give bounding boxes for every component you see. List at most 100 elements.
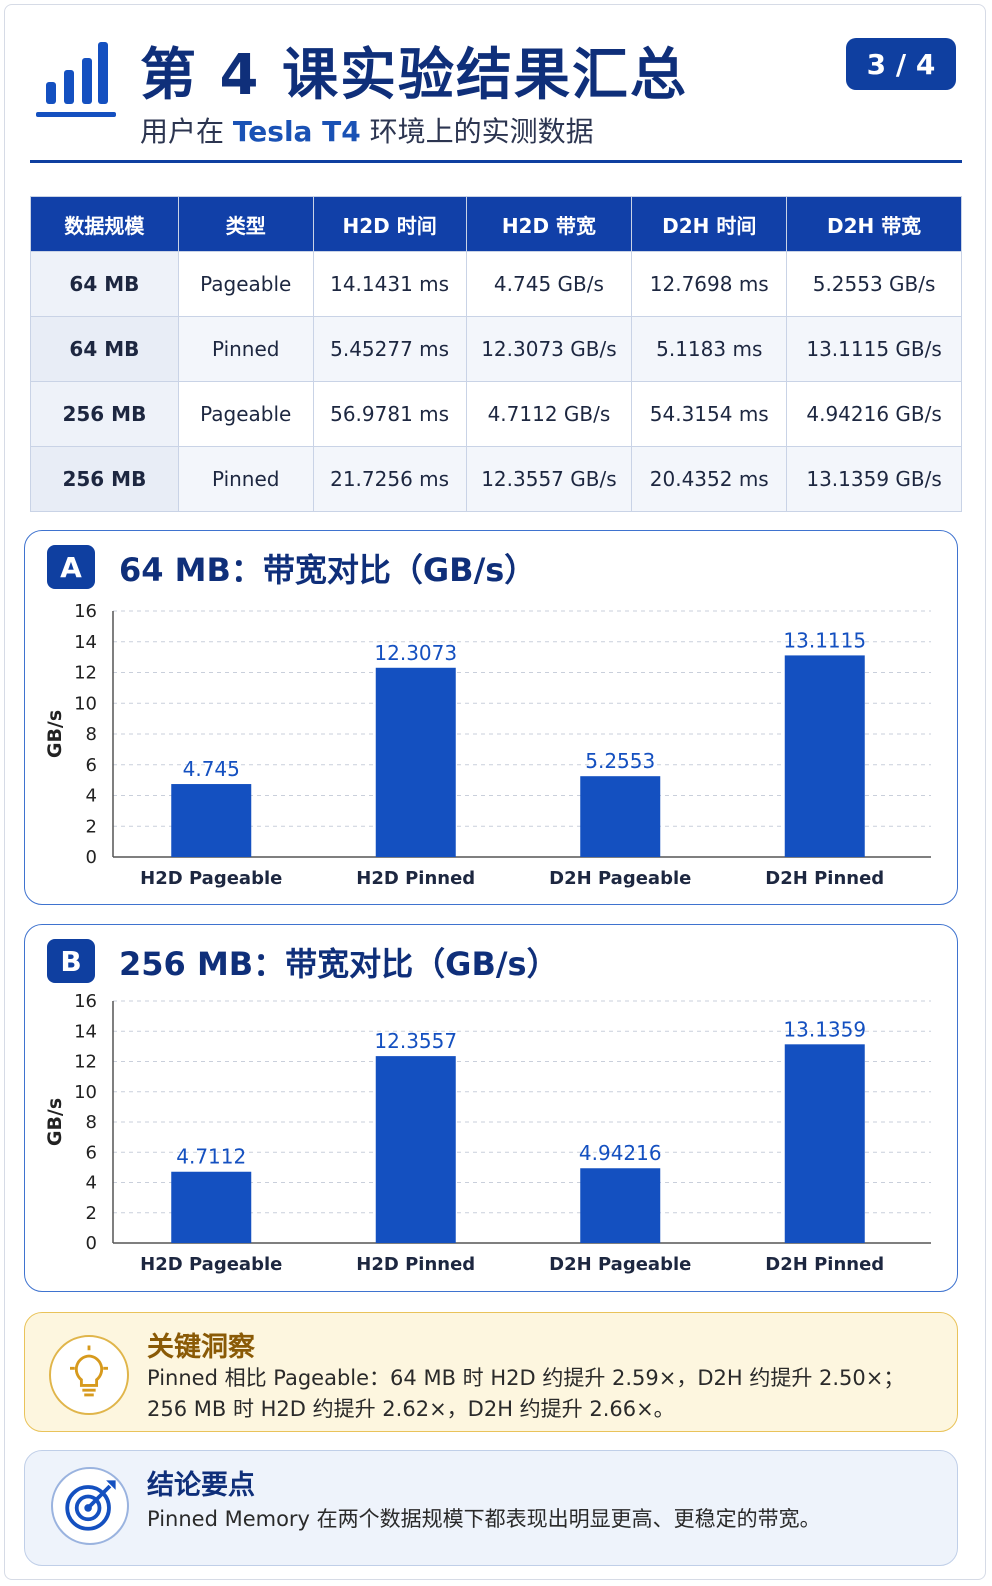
bar [580,776,661,857]
data-label: 4.745 [183,757,240,781]
x-tick-label: D2H Pinned [765,868,884,889]
table-cell: 54.3154 ms [631,381,788,447]
table-row: 64 MB Pinned 5.45277 ms 12.3073 GB/s 5.1… [30,316,962,382]
page-frame [4,4,986,1580]
chart-badge: A [47,545,95,589]
bar [784,1044,865,1243]
table-cell: 256 MB [30,381,179,447]
y-tick-label: 16 [74,991,97,1012]
bar-chart-64mb: 0 2 4 6 8 10 12 14 16 GB/s 4.745 H2D Pageable 12.307… [44,601,931,889]
y-axis-label: GB/s [44,1098,66,1146]
y-tick-label: 8 [86,1112,97,1133]
bar-chart-icon [36,42,116,117]
chart-title: 256 MB：带宽对比（GB/s） [119,945,559,983]
bar [784,655,865,857]
table-cell: 4.745 GB/s [465,251,633,317]
data-label: 13.1359 [783,1017,866,1041]
chart-title: 64 MB：带宽对比（GB/s） [119,551,537,589]
table-cell: 12.3073 GB/s [465,316,633,382]
table-cell: 14.1431 ms [312,251,467,317]
table-cell: Pageable [177,381,314,447]
table-row: 256 MB Pageable 56.9781 ms 4.7112 GB/s 5… [30,381,962,447]
data-label: 12.3073 [374,641,457,665]
conclusion-text: Pinned Memory 在两个数据规模下都表现出明显更高、更稳定的带宽。 [147,1507,821,1531]
insight-line: Pinned 相比 Pageable：64 MB 时 H2D 约提升 2.59×… [147,1366,905,1390]
y-axis-label: GB/s [44,710,66,758]
subtitle-highlight: Tesla T4 [232,115,361,148]
table-cell: 12.3557 GB/s [465,446,633,512]
table-cell: 20.4352 ms [631,446,788,512]
table-cell: 64 MB [30,316,179,382]
header: 第 4 课实验结果汇总 用户在 Tesla T4 环境上的实测数据 3 / 4 [30,24,962,166]
subtitle-prefix: 用户在 [140,115,233,148]
table-cell: 256 MB [30,446,179,512]
results-table: 数据规模 类型 H2D 时间 H2D 带宽 D2H 时间 D2H 带宽 64 M… [30,196,962,512]
table-cell: 5.45277 ms [312,316,467,382]
x-tick-label: D2H Pageable [549,1254,691,1275]
table-cell: 5.1183 ms [631,316,788,382]
insight-heading: 关键洞察 [147,1332,255,1363]
table-cell: 56.9781 ms [312,381,467,447]
table-cell: 4.7112 GB/s [465,381,633,447]
table-cell: Pinned [177,446,314,512]
table-cell: Pinned [177,316,314,382]
y-tick-label: 10 [74,1082,97,1103]
table-cell: 5.2553 GB/s [786,251,962,317]
data-label: 13.1115 [783,628,866,652]
table-cell: 13.1359 GB/s [786,446,962,512]
y-tick-label: 4 [86,1173,97,1194]
target-icon [51,1467,129,1545]
y-tick-label: 2 [86,816,97,837]
data-label: 4.94216 [579,1141,662,1165]
y-tick-label: 6 [86,755,97,776]
chart-card-b: B 256 MB：带宽对比（GB/s） 0 2 4 6 8 10 12 14 16 GB/s 4.7… [24,924,958,1292]
table-cell: 64 MB [30,251,179,317]
table-cell: 4.94216 GB/s [786,381,962,447]
y-tick-label: 4 [86,786,97,807]
table-header-row: 数据规模 类型 H2D 时间 H2D 带宽 D2H 时间 D2H 带宽 [30,196,962,252]
bar [171,784,252,857]
table-cell: 13.1115 GB/s [786,316,962,382]
table-header-cell: D2H 时间 [631,196,788,252]
y-tick-label: 16 [74,601,97,622]
table-header-cell: H2D 时间 [312,196,467,252]
table-cell: Pageable [177,251,314,317]
header-divider [30,160,962,163]
y-tick-label: 12 [74,1052,97,1073]
page-title: 第 4 课实验结果汇总 [140,43,688,108]
table-header-cell: 类型 [177,196,314,252]
insight-line: 256 MB 时 H2D 约提升 2.62×，D2H 约提升 2.66×。 [147,1397,675,1421]
insight-box: 关键洞察 Pinned 相比 Pageable：64 MB 时 H2D 约提升 … [24,1312,958,1432]
bar [375,1056,456,1243]
data-label: 5.2553 [585,749,655,773]
y-tick-label: 0 [86,847,97,868]
y-tick-label: 6 [86,1142,97,1163]
y-tick-label: 2 [86,1203,97,1224]
table-cell: 21.7256 ms [312,446,467,512]
insight-text: Pinned 相比 Pageable：64 MB 时 H2D 约提升 2.59×… [147,1363,937,1425]
chart-badge: B [47,939,95,983]
x-tick-label: H2D Pinned [356,1254,475,1275]
y-tick-label: 8 [86,724,97,745]
table-header-cell: H2D 带宽 [465,196,633,252]
page-indicator: 3 / 4 [846,38,956,90]
x-tick-label: H2D Pageable [140,1254,282,1275]
subtitle-suffix: 环境上的实测数据 [360,115,594,148]
y-tick-label: 10 [74,693,97,714]
bar [171,1171,252,1243]
data-label: 4.7112 [176,1145,246,1169]
table-row: 256 MB Pinned 21.7256 ms 12.3557 GB/s 20… [30,446,962,512]
page-subtitle: 用户在 Tesla T4 环境上的实测数据 [140,110,594,150]
y-tick-label: 14 [74,632,97,653]
bar-chart-256mb: 0 2 4 6 8 10 12 14 16 GB/s 4.7112 H2D Pageable 12.35… [44,991,931,1275]
x-tick-label: D2H Pinned [765,1254,884,1275]
table-cell: 12.7698 ms [631,251,788,317]
chart-card-a: A 64 MB：带宽对比（GB/s） 0 2 4 6 8 10 12 14 16 GB/s 4.74… [24,530,958,905]
y-tick-label: 0 [86,1233,97,1254]
x-tick-label: D2H Pageable [549,868,691,889]
table-header-cell: 数据规模 [30,196,179,252]
table-header-cell: D2H 带宽 [786,196,962,252]
bar [375,667,456,857]
lightbulb-icon [49,1335,129,1415]
data-label: 12.3557 [374,1029,457,1053]
